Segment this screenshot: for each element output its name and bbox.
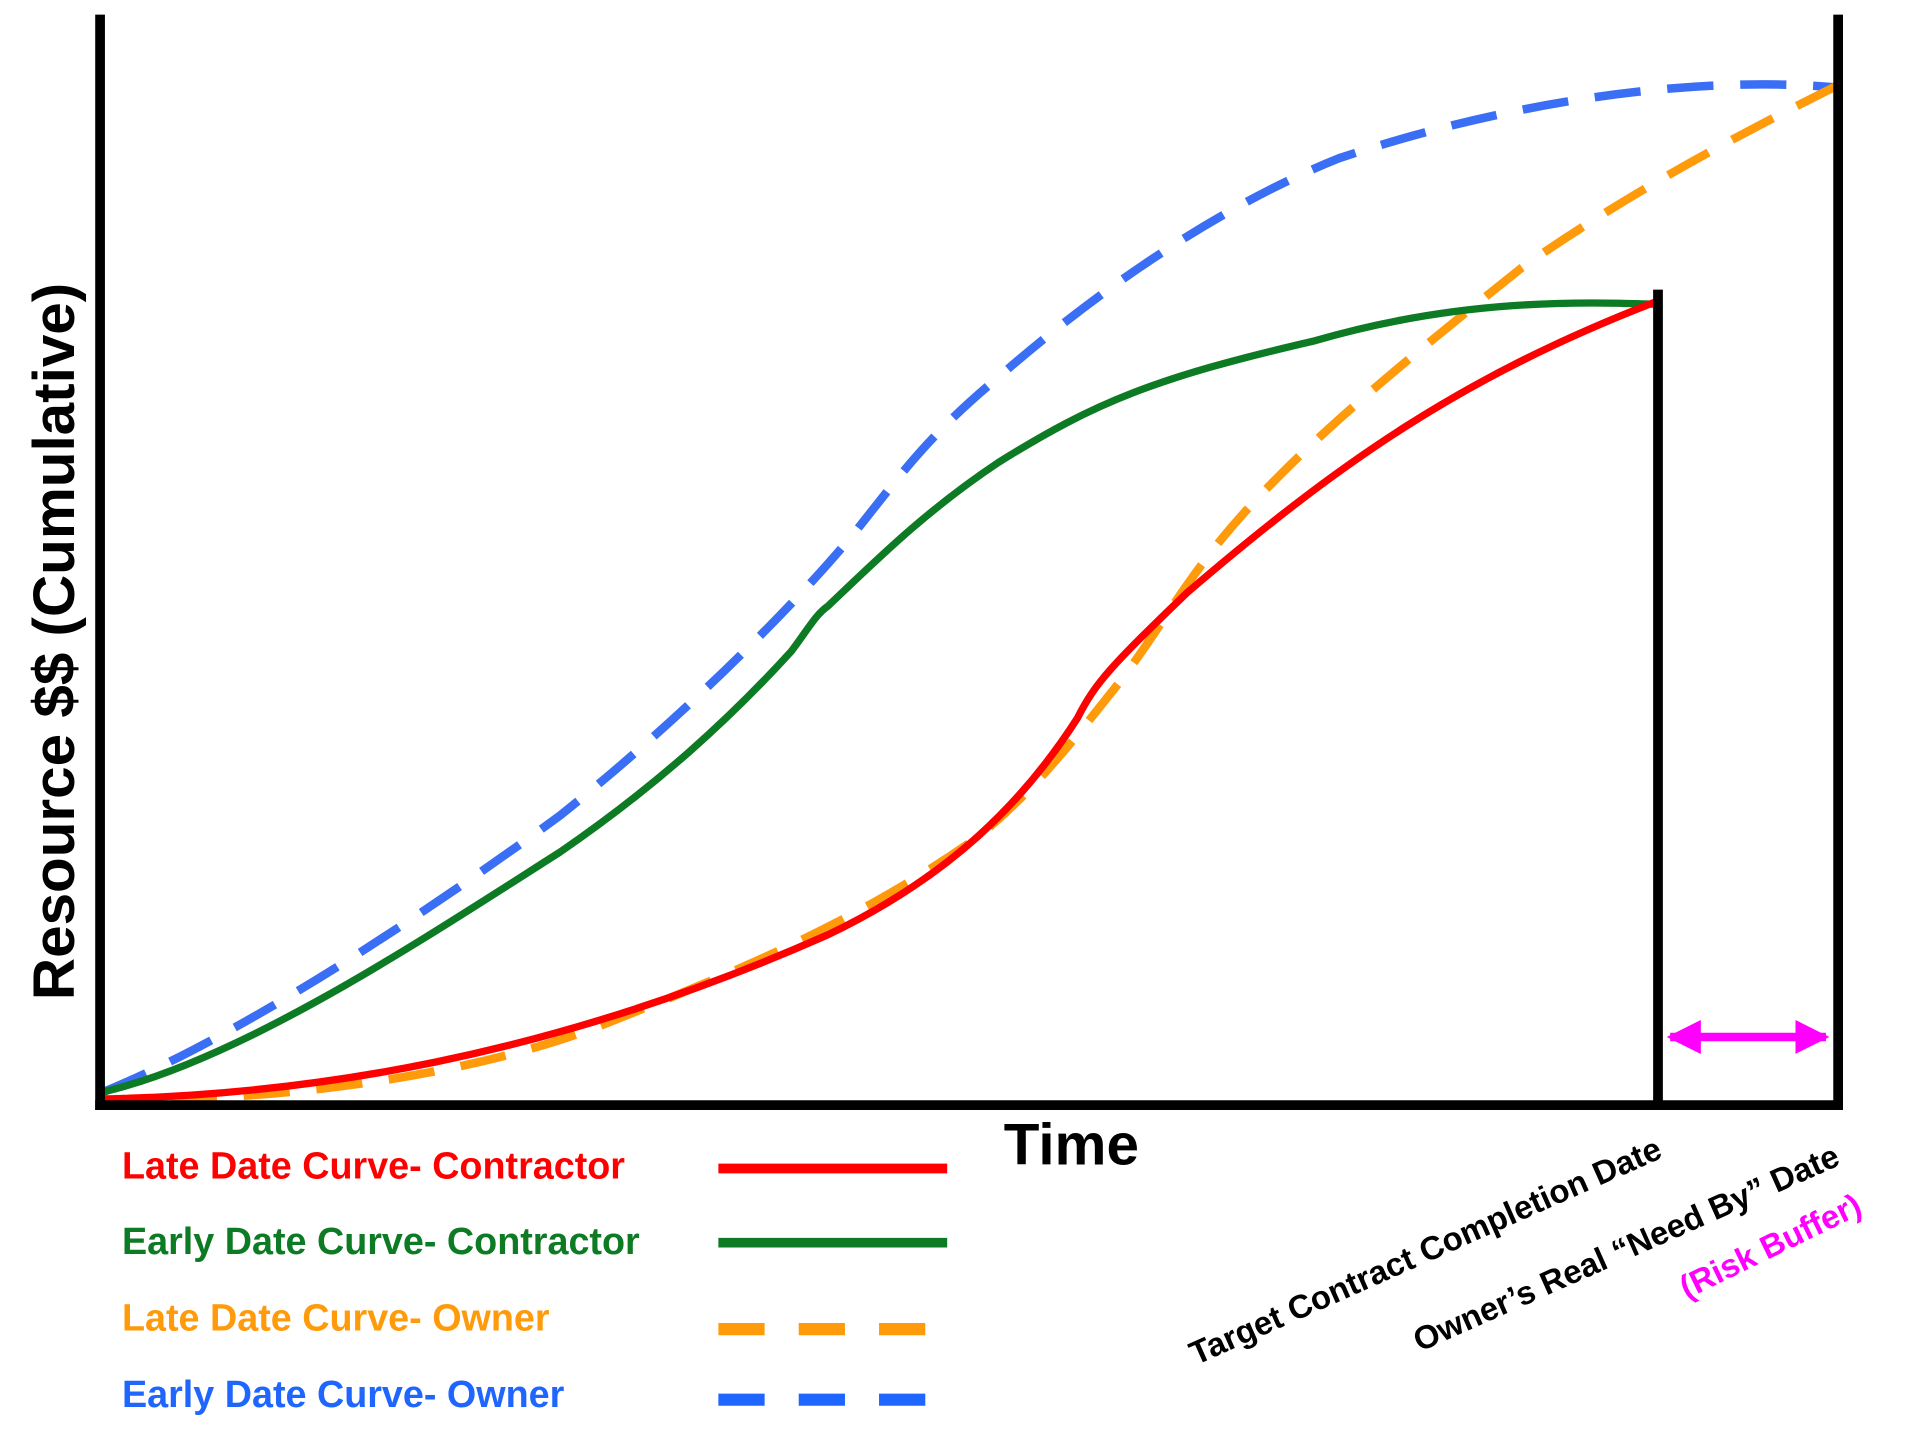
early-contractor-curve [102, 299, 1659, 1096]
legend-label: Late Date Curve- Owner [122, 1297, 550, 1339]
legend-label: Early Date Curve- Owner [122, 1373, 565, 1415]
x-axis-label: Time [1004, 1112, 1139, 1177]
legend: Late Date Curve- Contractor Early Date C… [122, 1144, 948, 1415]
late-contractor-curve [97, 298, 1657, 1103]
early-owner-curve [102, 80, 1839, 1096]
legend-label: Early Date Curve- Contractor [122, 1220, 640, 1262]
legend-label: Late Date Curve- Contractor [122, 1144, 625, 1186]
late-owner-curve [97, 81, 1841, 1105]
y-axis-label: Resource $$ (Cumulative) [22, 283, 87, 1000]
